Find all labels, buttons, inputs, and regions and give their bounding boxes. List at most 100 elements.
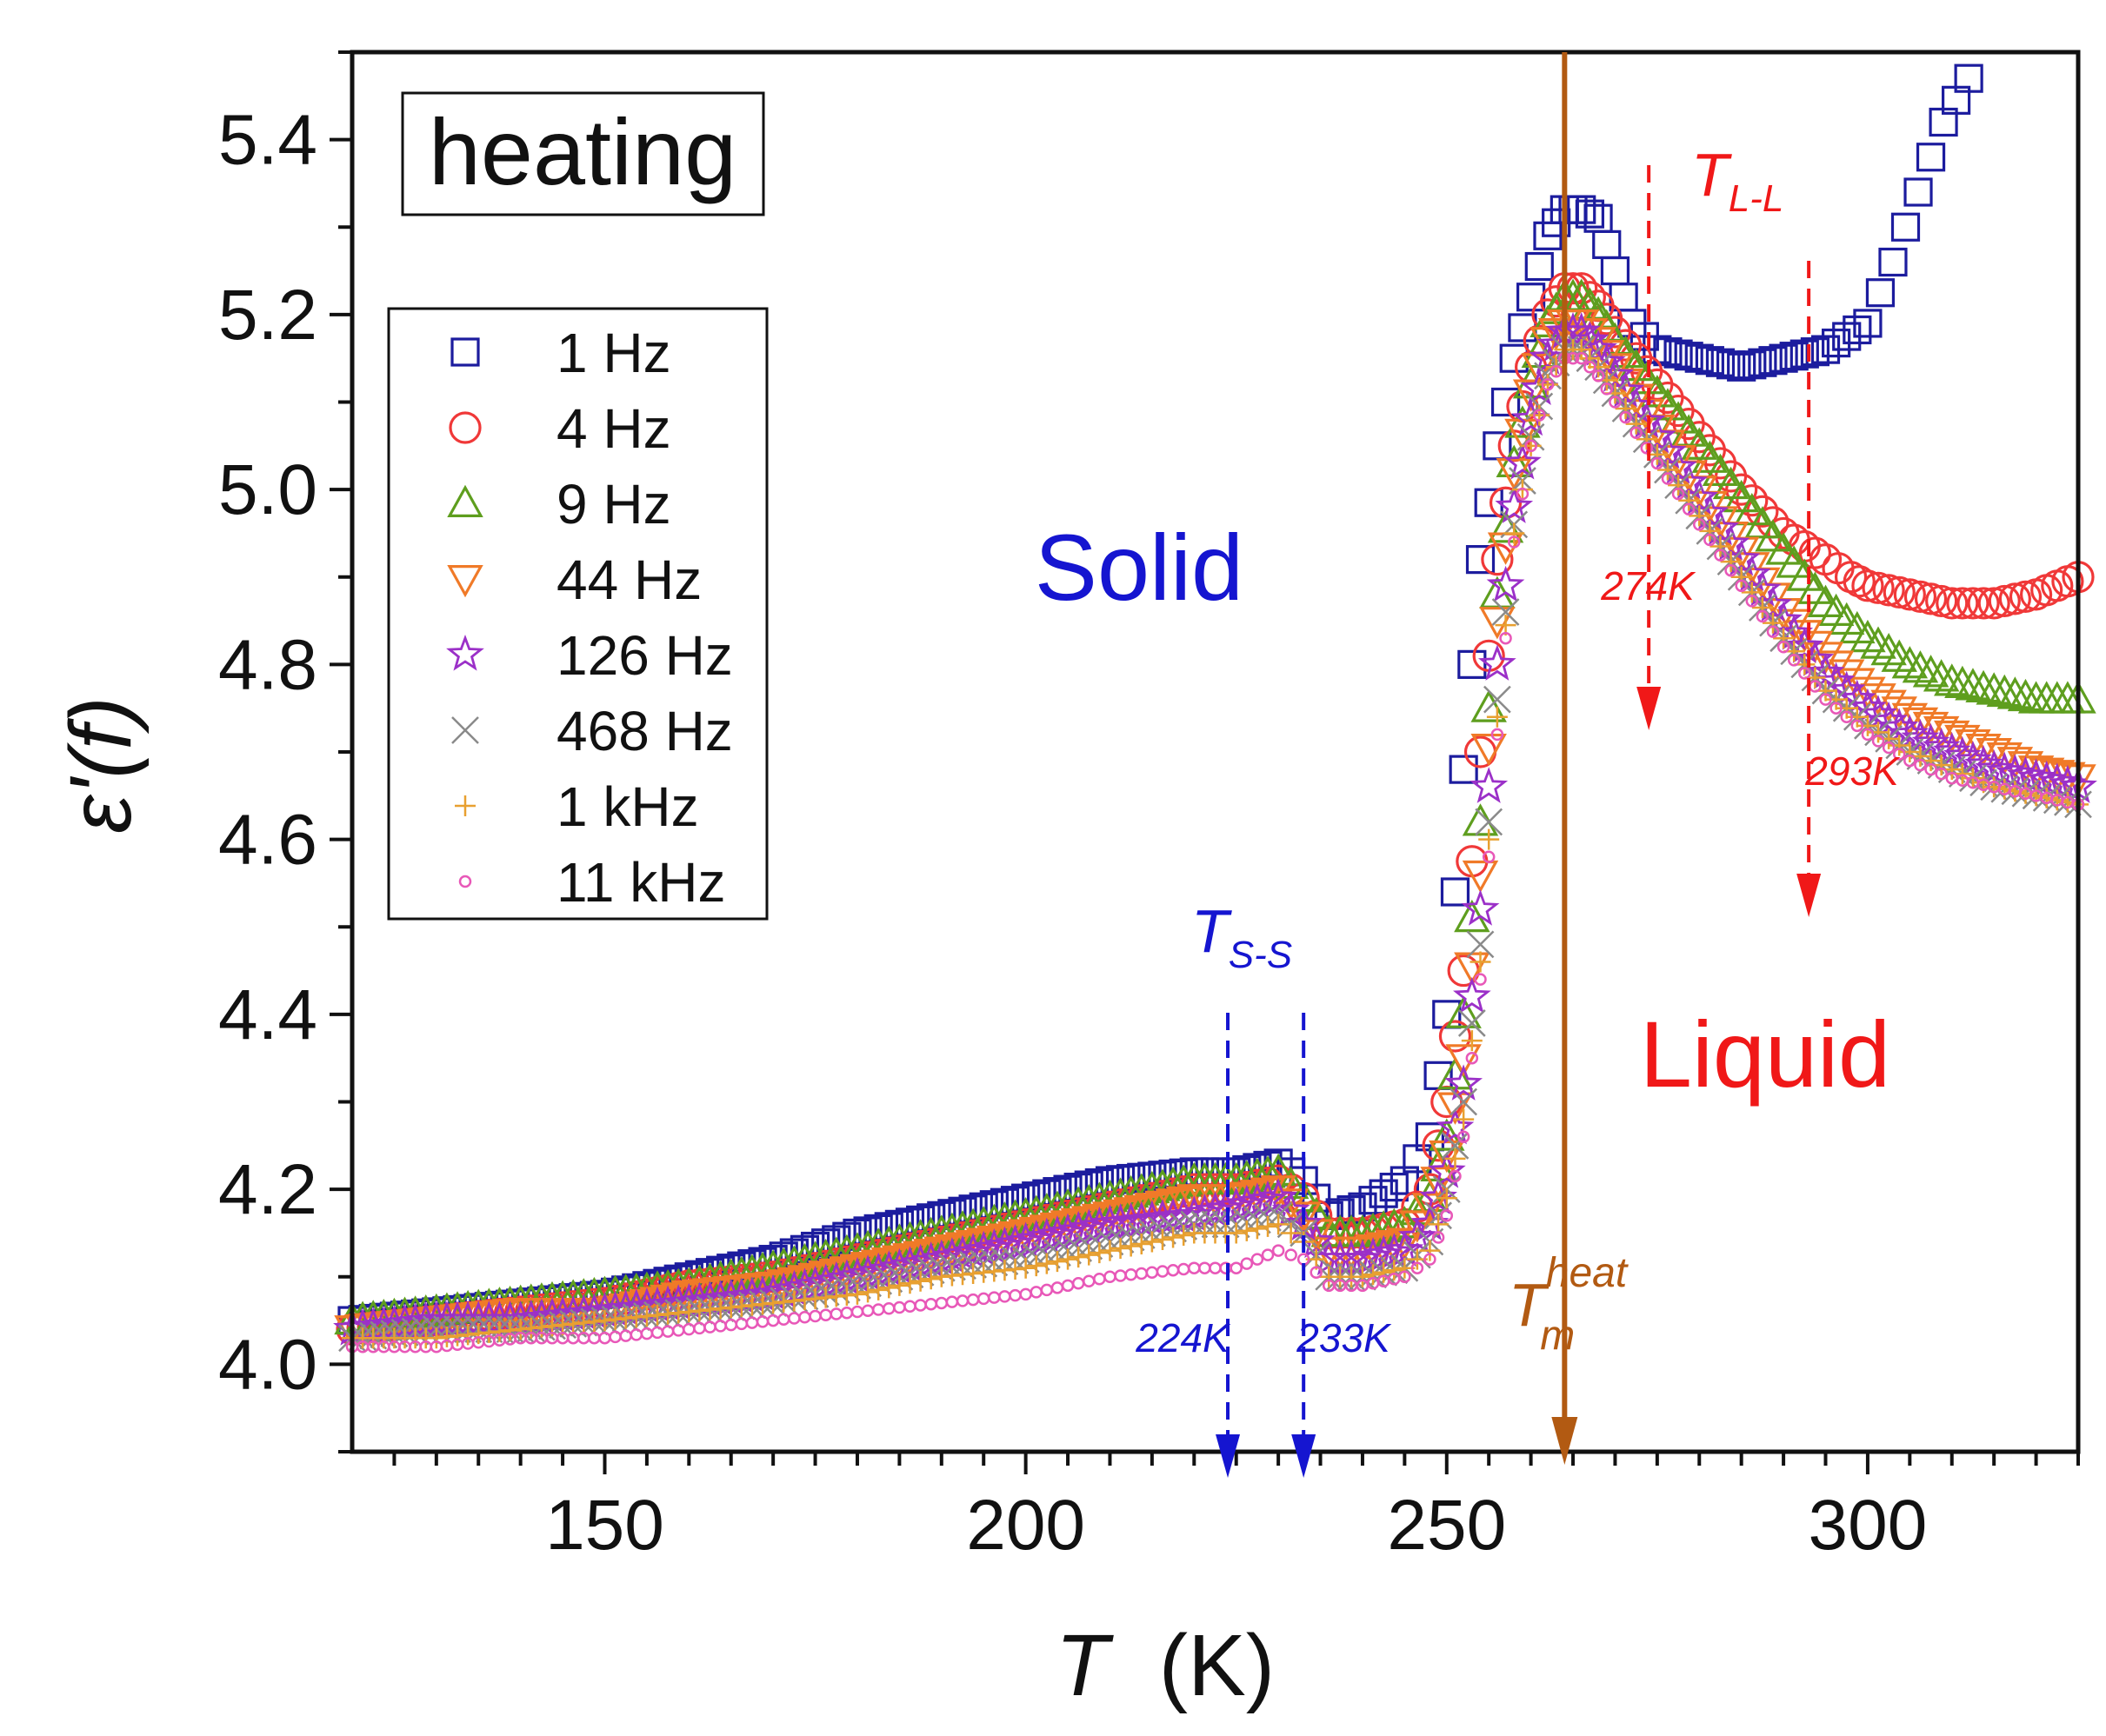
data-point [1575, 199, 1604, 229]
data-point [1800, 337, 1830, 367]
data-point [1411, 1193, 1449, 1226]
data-point [668, 1302, 690, 1324]
data-point [1284, 1248, 1297, 1261]
data-point [1935, 767, 1948, 781]
data-point [1436, 1107, 1475, 1145]
data-point [1892, 748, 1906, 761]
data-point [1891, 646, 1929, 679]
data-point [1786, 558, 1823, 591]
data-point [1524, 439, 1537, 453]
data-point [1996, 676, 2034, 709]
data-point [489, 1320, 510, 1342]
data-point [436, 1326, 457, 1347]
data-point [1495, 487, 1534, 523]
data-point [1751, 596, 1773, 618]
data-point [1776, 609, 1812, 642]
data-point [1457, 649, 1487, 679]
data-point [1625, 413, 1647, 435]
data-point [1461, 1030, 1483, 1052]
data-point [689, 1300, 710, 1321]
data-point [983, 1260, 1005, 1282]
data-point [657, 1303, 679, 1325]
data-point [1734, 492, 1770, 526]
data-point [846, 1283, 868, 1305]
data-point [1090, 1204, 1130, 1240]
data-point [1829, 702, 1843, 715]
data-point [1668, 475, 1689, 496]
data-point [1653, 337, 1683, 367]
data-point [1986, 674, 2023, 708]
data-point [1046, 1251, 1068, 1273]
legend-marker [449, 411, 482, 444]
data-point [1486, 565, 1525, 602]
label-293k: 293K [1804, 748, 1901, 794]
legend-marker [446, 635, 484, 671]
data-point [1271, 1244, 1285, 1257]
data-point [1967, 587, 2000, 620]
data-point [1724, 563, 1737, 577]
data-point [1640, 442, 1653, 455]
data-point [1674, 342, 1703, 371]
data-point [1373, 1261, 1395, 1283]
data-point [1431, 1231, 1445, 1244]
data-point [1716, 350, 1746, 380]
label-274k: 274K [1600, 563, 1696, 609]
data-point [1695, 346, 1724, 376]
data-point [804, 1287, 826, 1309]
data-point [1445, 995, 1482, 1028]
data-point [1705, 348, 1736, 377]
data-point [1503, 522, 1525, 544]
data-point [899, 1273, 921, 1294]
data-point [1482, 850, 1496, 863]
data-point [1436, 1187, 1457, 1209]
data-point [941, 1265, 963, 1287]
data-point [930, 1266, 952, 1287]
data-point [1834, 561, 1868, 594]
x-tick-label: 150 [545, 1486, 664, 1565]
data-point [1748, 348, 1777, 377]
data-point [1507, 535, 1521, 549]
data-point [1419, 1240, 1441, 1261]
data-point [1240, 1257, 1254, 1270]
data-point [1351, 1266, 1373, 1287]
data-point [1588, 356, 1609, 378]
legend-label: 11 kHz [556, 851, 725, 914]
data-point [1246, 1218, 1268, 1240]
data-point [1924, 762, 1937, 776]
data-point [1902, 650, 1939, 683]
series-1-khz [342, 339, 2089, 1349]
data-point [1444, 1147, 1466, 1169]
data-point [910, 1270, 931, 1292]
data-point [1650, 456, 1664, 470]
data-point [1789, 339, 1819, 369]
data-point [1504, 405, 1541, 438]
data-point [1843, 565, 1876, 598]
legend-box [387, 307, 769, 921]
data-point [1143, 1199, 1182, 1235]
data-point [2009, 580, 2043, 613]
data-point [1871, 735, 1885, 748]
data-point [1684, 343, 1714, 373]
data-point [1440, 1209, 1454, 1222]
data-point [1466, 930, 1495, 959]
y-tick-label: 4.8 [218, 625, 317, 704]
data-point [1280, 1222, 1302, 1244]
label-224k: 224K [1135, 1315, 1231, 1360]
data-point [2037, 762, 2076, 799]
data-point [1988, 584, 2021, 618]
data-point [1398, 1270, 1411, 1283]
data-point [1383, 1260, 1405, 1281]
data-point [730, 1295, 752, 1317]
data-point [1524, 251, 1554, 282]
data-point [1520, 435, 1542, 456]
data-point [994, 1260, 1016, 1281]
data-point [1691, 440, 1729, 473]
data-point [1583, 361, 1596, 374]
data-point [678, 1301, 700, 1322]
legend-label: 9 Hz [556, 473, 671, 535]
data-point [1932, 731, 1971, 768]
label-233k: 233K [1296, 1315, 1392, 1360]
data-point [1363, 1264, 1384, 1286]
data-point [1737, 350, 1767, 380]
data-point [1261, 1248, 1275, 1261]
